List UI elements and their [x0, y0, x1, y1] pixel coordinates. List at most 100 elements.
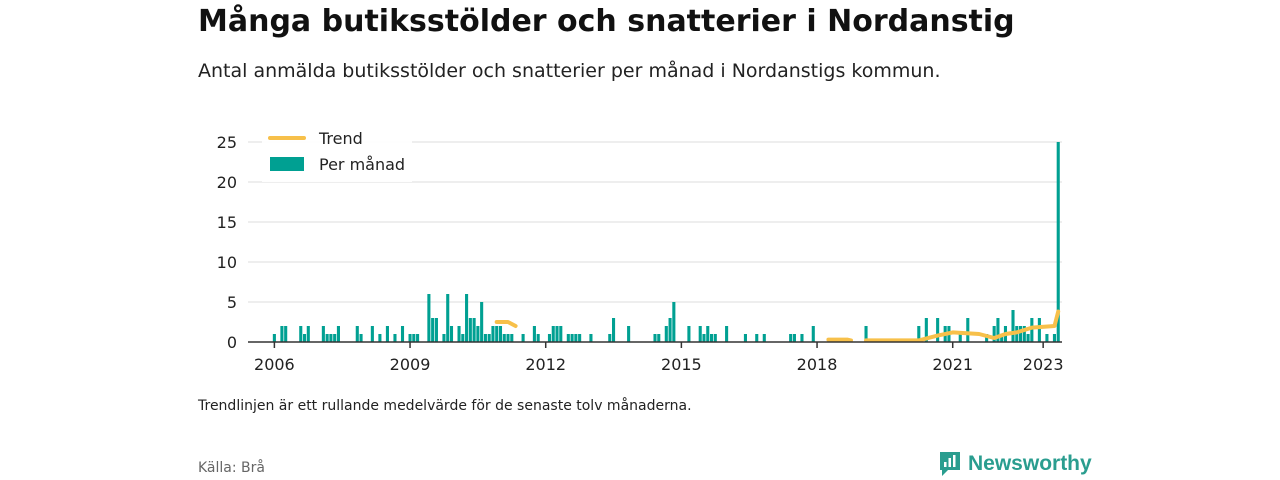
bar [992, 326, 996, 342]
bar [547, 334, 552, 342]
bar [789, 334, 793, 342]
trend-layer [494, 309, 1061, 343]
bar [608, 334, 612, 342]
y-tick-label: 20 [217, 173, 237, 192]
bar [657, 334, 661, 342]
bar [966, 318, 970, 342]
bar [698, 326, 702, 342]
bar [1022, 326, 1026, 342]
legend-bar-label: Per månad [319, 155, 405, 174]
bar [668, 318, 672, 342]
bar [653, 334, 657, 342]
bar [329, 334, 333, 342]
x-tick-label: 2018 [797, 355, 838, 374]
legend-bar-swatch [270, 157, 304, 171]
bar [672, 302, 676, 342]
bar [476, 326, 480, 342]
bar [449, 326, 454, 342]
bar [487, 334, 491, 342]
x-tick-label: 2021 [932, 355, 973, 374]
chart-title: Många butiksstölder och snatterier i Nor… [198, 4, 1015, 39]
bar [1056, 142, 1060, 342]
bar [510, 334, 514, 342]
bar [743, 334, 747, 342]
bar [299, 326, 303, 342]
bar [936, 318, 940, 342]
bar [325, 334, 329, 342]
bar [1052, 334, 1057, 342]
y-tick-label: 15 [217, 213, 237, 232]
bar [457, 326, 461, 342]
bar [589, 334, 593, 342]
bar [370, 326, 374, 342]
trend-line [826, 337, 853, 343]
bar [687, 326, 691, 342]
bar [393, 334, 397, 342]
bar [627, 326, 631, 342]
bar [427, 294, 431, 342]
bar [359, 334, 363, 342]
bar [612, 318, 616, 342]
bar [924, 318, 928, 342]
x-tick-label: 2006 [254, 355, 295, 374]
bar [434, 318, 438, 342]
bar [917, 326, 921, 342]
y-tick-label: 25 [217, 133, 237, 152]
bar [321, 326, 325, 342]
bar [709, 334, 714, 342]
bar [702, 334, 706, 342]
trend-line [494, 320, 518, 328]
bar [498, 326, 503, 342]
bar [800, 334, 804, 342]
chart-subtitle: Antal anmälda butiksstölder och snatteri… [198, 60, 941, 82]
y-tick-label: 0 [227, 333, 237, 352]
bar [725, 326, 729, 342]
bar [378, 334, 382, 342]
bar [578, 334, 582, 342]
bar [480, 302, 484, 342]
bar [762, 334, 766, 342]
bar [306, 326, 310, 342]
bar [1019, 326, 1023, 342]
x-tick-label: 2023 [1023, 355, 1064, 374]
legend: Trend Per månad [262, 128, 412, 182]
bar [302, 334, 307, 342]
bar [521, 334, 525, 342]
bar [461, 334, 465, 342]
bar [355, 326, 359, 342]
bar [1026, 334, 1030, 342]
bar [385, 326, 389, 342]
bar [1011, 310, 1015, 342]
bar [465, 294, 469, 342]
bar [431, 318, 435, 342]
bar [555, 326, 559, 342]
bar [570, 334, 574, 342]
bar [502, 334, 506, 342]
bar [280, 326, 284, 342]
bar [958, 334, 962, 342]
bar [1045, 334, 1049, 342]
bar [446, 294, 450, 342]
footnote: Trendlinjen är ett rullande medelvärde f… [198, 398, 692, 414]
bar [336, 326, 340, 342]
bar [1030, 318, 1034, 342]
bar [713, 334, 717, 342]
bar [551, 326, 555, 342]
bar [811, 326, 815, 342]
bar [536, 334, 540, 342]
legend-trend-label: Trend [318, 129, 363, 148]
bar [472, 318, 476, 342]
bar [495, 326, 499, 342]
y-tick-label: 5 [227, 293, 237, 312]
bar [532, 326, 536, 342]
x-tick-label: 2015 [661, 355, 702, 374]
bar [664, 326, 668, 342]
bar [400, 326, 405, 342]
bar [333, 334, 337, 342]
chart: 0 5 10 15 20 25 2006 2009 2012 2015 2018 2021 2023 T… [217, 128, 1064, 374]
bar [864, 326, 868, 342]
bar [1000, 334, 1004, 342]
bar [491, 326, 495, 342]
bar [574, 334, 578, 342]
bar [284, 326, 288, 342]
